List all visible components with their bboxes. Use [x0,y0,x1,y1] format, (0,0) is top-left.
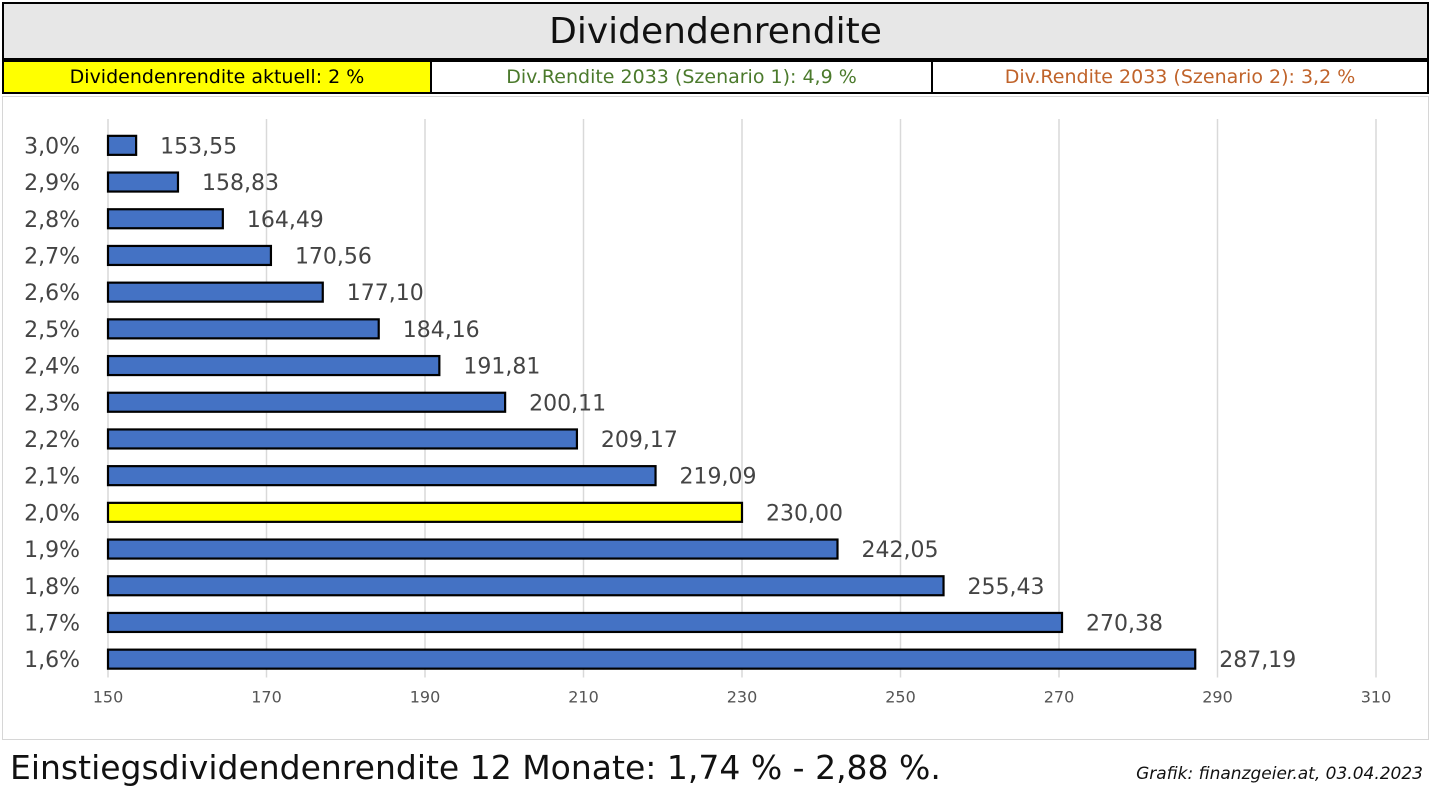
bar [106,281,324,303]
bar [106,354,441,377]
bar [106,501,744,523]
data-label: 255,43 [968,575,1045,600]
x-tick-label: 170 [251,688,282,707]
y-tick-label: 2,4% [24,355,80,380]
data-label: 164,49 [247,208,324,233]
data-label: 153,55 [160,134,237,159]
chart-credit: Grafik: finanzgeier.at, 03.04.2023 [1136,764,1423,784]
y-tick-label: 2,3% [24,391,80,416]
bar-chart: 150 170 190 210 230 250 270 290 310 3,0% 153,55 2,9… [24,119,1392,707]
scenario1-text: Div.Rendite 2033 (Szenario 1): 4,9 % [506,66,857,88]
x-tick-label: 250 [885,688,916,707]
bar [106,134,138,156]
y-tick-label: 2,9% [24,171,80,196]
y-tick-label: 1,6% [24,648,80,673]
y-tick-label: 1,8% [24,575,80,600]
bar [106,318,380,340]
x-tick-label: 190 [410,688,441,707]
y-tick-label: 2,7% [24,244,80,269]
data-label: 230,00 [766,501,843,526]
y-tick-label: 2,8% [24,208,80,233]
bar [106,538,839,560]
data-label: 270,38 [1086,611,1163,636]
data-label: 242,05 [861,538,938,563]
x-tick-label: 290 [1202,688,1233,707]
y-tick-label: 3,0% [24,134,80,159]
scenario2-text: Div.Rendite 2033 (Szenario 2): 3,2 % [1004,66,1356,88]
y-tick-label: 2,0% [24,501,80,526]
x-tick-label: 150 [93,688,124,707]
data-label: 170,56 [295,244,372,269]
data-label: 219,09 [680,465,757,490]
bar [106,171,180,193]
x-tick-label: 270 [1044,688,1075,707]
y-tick-label: 2,6% [24,281,80,306]
data-label: 200,11 [529,391,606,416]
current-yield-text: Dividendenrendite aktuell: 2 % [69,66,365,88]
y-tick-label: 2,5% [24,318,80,343]
chart-title: Dividendenrendite [549,10,882,52]
x-tick-label: 310 [1361,688,1392,707]
current-yield-cell: Dividendenrendite aktuell: 2 % [2,60,432,94]
bar [106,465,657,487]
bar [106,244,273,267]
x-tick-label: 210 [568,688,599,707]
bar [106,648,1197,670]
y-tick-label: 1,7% [24,611,80,636]
x-tick-label: 230 [727,688,758,707]
chart-title-bar: Dividendenrendite [2,2,1429,60]
y-tick-label: 2,1% [24,465,80,490]
bar [106,391,507,413]
data-label: 158,83 [202,171,279,196]
bar [106,428,579,450]
chart-frame: 150 170 190 210 230 250 270 290 310 3,0% 153,55 2,9… [2,96,1429,740]
bar [106,611,1064,634]
bar [106,575,945,597]
entry-yield-summary: Einstiegsdividendenrendite 12 Monate: 1,… [10,748,941,787]
y-tick-label: 1,9% [24,538,80,563]
data-label: 191,81 [463,355,540,380]
data-label: 184,16 [403,318,480,343]
scenario1-cell: Div.Rendite 2033 (Szenario 1): 4,9 % [430,60,933,94]
yield-info-row: Dividendenrendite aktuell: 2 % Div.Rendi… [2,60,1429,94]
scenario2-cell: Div.Rendite 2033 (Szenario 2): 3,2 % [931,60,1429,94]
data-label: 177,10 [347,281,424,306]
data-label: 209,17 [601,428,678,453]
data-label: 287,19 [1219,648,1296,673]
bar [106,208,224,230]
y-tick-label: 2,2% [24,428,80,453]
